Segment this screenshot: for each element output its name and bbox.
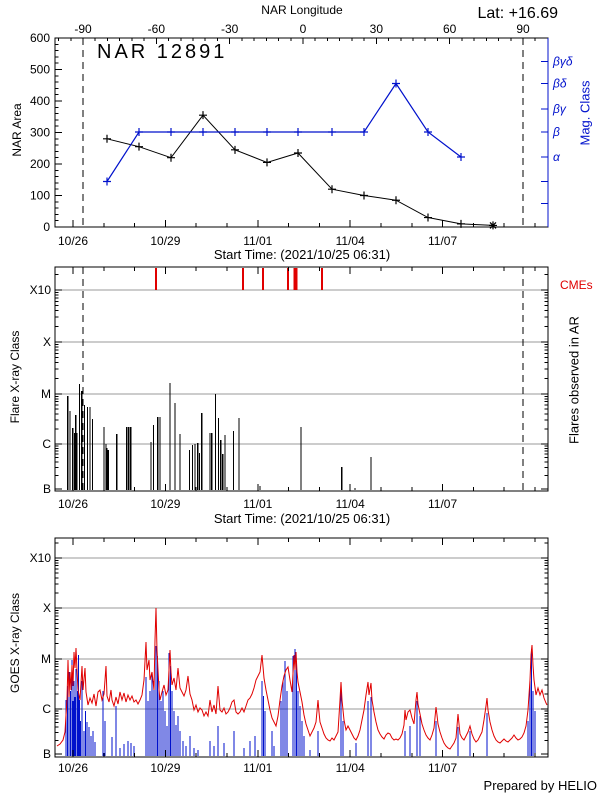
log-axis-label: B <box>43 482 51 496</box>
mag-class-tick-label: βγ <box>552 102 567 116</box>
log-axis-label: M <box>41 387 51 401</box>
longitude-tick-label: -60 <box>148 22 166 36</box>
area-tick-label: 200 <box>30 157 50 171</box>
panel2-frame <box>54 266 549 492</box>
longitude-tick-label: 60 <box>443 22 457 36</box>
longitude-tick-label: 30 <box>370 22 384 36</box>
date-tick-label: 11/07 <box>428 234 457 248</box>
longitude-tick-label: -30 <box>221 22 239 36</box>
date-tick-label: 10/29 <box>150 234 180 248</box>
date-tick-label: 11/07 <box>428 761 457 775</box>
area-tick-label: 500 <box>30 63 50 77</box>
cmes-label: CMEs <box>560 278 593 292</box>
log-axis-label: C <box>42 702 51 716</box>
mag-class-tick-label: β <box>552 125 560 139</box>
panel1-start-time-label: Start Time: (2021/10/25 06:31) <box>213 247 391 262</box>
mag-class-tick-label: α <box>553 150 561 164</box>
prepared-by-label: Prepared by HELIO <box>483 778 597 793</box>
area-tick-label: 300 <box>30 126 50 140</box>
goes-long-channel-series <box>56 607 548 750</box>
flare-xray-axis-label: Flare X-ray Class <box>8 330 22 424</box>
active-region-title: NAR 12891 <box>97 41 228 63</box>
date-tick-label: 11/04 <box>336 761 365 775</box>
log-axis-label: C <box>42 437 51 451</box>
area-tick-label: 100 <box>30 189 50 203</box>
latitude-label: Lat: +16.69 <box>477 5 558 22</box>
log-axis-label: X10 <box>30 551 52 565</box>
cme-markers <box>155 268 323 290</box>
mag-class-tick-label: βδ <box>552 77 567 91</box>
mag-class-axis-label: Mag. Class <box>577 80 593 146</box>
mag-class-series <box>106 82 462 182</box>
panel2-start-time-label: Start Time: (2021/10/25 06:31) <box>213 511 391 526</box>
area-tick-label: 0 <box>43 220 50 234</box>
date-tick-label: 10/29 <box>150 761 180 775</box>
date-tick-label: 11/07 <box>428 497 457 511</box>
date-tick-label: 11/01 <box>243 497 272 511</box>
log-axis-label: X <box>43 601 51 615</box>
flare-spikes <box>67 383 372 490</box>
date-tick-label: 10/26 <box>58 497 88 511</box>
mag-class-tick-label: βγδ <box>552 55 573 69</box>
longitude-tick-label: 0 <box>300 22 307 36</box>
date-tick-label: 11/01 <box>243 761 272 775</box>
longitude-axis-label: NAR Longitude <box>261 3 343 17</box>
log-axis-label: X <box>43 335 51 349</box>
date-tick-label: 10/26 <box>58 234 88 248</box>
goes-short-channel-spikes <box>65 646 536 756</box>
mag-class-markers <box>103 79 465 186</box>
longitude-tick-label: 90 <box>516 22 530 36</box>
area-tick-label: 400 <box>30 94 50 108</box>
area-tick-label: 600 <box>30 31 50 45</box>
log-axis-label: M <box>41 652 51 666</box>
flares-observed-label: Flares observed in AR <box>566 316 582 444</box>
date-tick-label: 10/29 <box>150 497 180 511</box>
goes-xray-axis-label: GOES X-ray Class <box>8 592 22 694</box>
nar-area-axis-label: NAR Area <box>10 103 24 157</box>
date-tick-label: 11/04 <box>336 497 365 511</box>
log-axis-label: B <box>43 747 51 761</box>
longitude-tick-label: -90 <box>74 22 92 36</box>
log-axis-label: X10 <box>30 283 52 297</box>
nar-area-markers <box>103 111 497 230</box>
date-tick-label: 10/26 <box>58 761 88 775</box>
date-tick-label: 11/01 <box>243 234 272 248</box>
panel3-frame <box>54 537 549 758</box>
date-tick-label: 11/04 <box>336 234 365 248</box>
